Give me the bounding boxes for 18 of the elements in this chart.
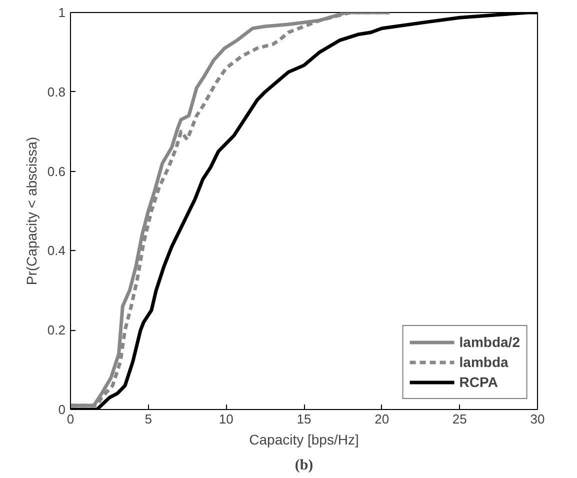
y-tick-label: 1 [58, 5, 66, 20]
y-tick-label: 0.4 [47, 243, 66, 258]
y-tick-label: 0.8 [47, 84, 66, 100]
legend-label: lambda [459, 354, 508, 370]
y-tick-label: 0.2 [47, 322, 66, 338]
x-tick-label: 5 [144, 412, 152, 426]
x-tick-label: 30 [530, 412, 545, 426]
x-axis-title: Capacity [bps/Hz] [249, 432, 359, 448]
y-tick-label: 0.6 [47, 164, 66, 179]
x-tick-label: 15 [296, 412, 312, 426]
text: (b) [294, 458, 314, 474]
legend-label: RCPA [459, 374, 498, 390]
y-tick-label: 0 [58, 402, 66, 417]
x-tick-label: 25 [452, 412, 467, 426]
x-tick-label: 10 [218, 412, 234, 426]
y-axis-title: Pr(Capacity < abscissa) [23, 136, 40, 286]
x-tick-label: 20 [374, 412, 390, 426]
legend-label: lambda/2 [459, 334, 520, 350]
